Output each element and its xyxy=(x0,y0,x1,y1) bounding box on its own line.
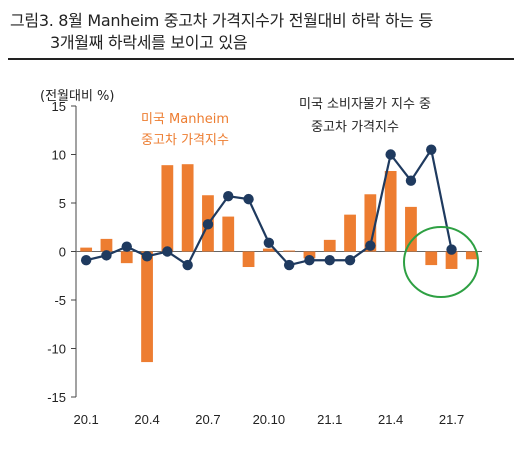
cpi-data-point xyxy=(202,219,214,230)
cpi-data-point xyxy=(304,255,315,266)
bar xyxy=(323,239,336,252)
y-tick-label: -15 xyxy=(47,390,66,405)
cpi-series-label-line1: 미국 소비자물가 지수 중 xyxy=(299,97,431,112)
cpi-data-point xyxy=(405,175,417,186)
chart-title: 그림3. 8월 Manheim 중고차 가격지수가 전월대비 하락 하는 등 3… xyxy=(10,10,433,54)
highlight-circle xyxy=(403,226,479,298)
bar xyxy=(465,251,478,260)
title-line-2: 3개월째 하락세를 보이고 있음 xyxy=(50,33,248,52)
y-tick-label: 5 xyxy=(59,196,66,211)
bar xyxy=(303,251,316,259)
bar xyxy=(100,238,113,252)
bar xyxy=(262,248,275,252)
x-tick-label: 20.10 xyxy=(253,412,286,427)
cpi-data-point xyxy=(121,241,132,252)
cpi-data-point xyxy=(101,250,112,261)
bar xyxy=(384,170,397,252)
x-tick-label: 21.4 xyxy=(378,412,403,427)
y-tick-label: 0 xyxy=(59,245,66,260)
x-tick-label: 21.7 xyxy=(439,412,464,427)
x-tick-label: 20.4 xyxy=(134,412,159,427)
x-tick-label: 21.1 xyxy=(317,412,342,427)
bar xyxy=(80,247,93,252)
cpi-series-label-line2: 중고차 가격지수 xyxy=(311,120,399,135)
x-tick-label: 20.1 xyxy=(73,412,98,427)
bar xyxy=(425,251,438,266)
manheim-series-label-line2: 중고차 가격지수 xyxy=(141,133,229,148)
cpi-data-point xyxy=(162,246,173,257)
title-line-1: 그림3. 8월 Manheim 중고차 가격지수가 전월대비 하락 하는 등 xyxy=(10,11,433,30)
cpi-data-point xyxy=(223,191,234,202)
x-tick-label: 20.7 xyxy=(195,412,220,427)
y-tick-label: -10 xyxy=(47,342,66,357)
bar xyxy=(181,164,194,252)
y-tick-label: 10 xyxy=(52,148,66,163)
cpi-data-point xyxy=(141,251,153,262)
bar xyxy=(405,206,417,252)
manheim-series-label-line1: 미국 Manheim xyxy=(141,112,229,127)
bar xyxy=(222,216,235,252)
cpi-data-point xyxy=(182,259,193,271)
cpi-data-point xyxy=(324,255,335,266)
cpi-data-point xyxy=(283,259,295,271)
y-tick-label: -5 xyxy=(54,293,66,308)
bar xyxy=(283,250,296,252)
bar xyxy=(141,251,153,363)
bar xyxy=(242,251,255,268)
bar xyxy=(120,251,133,264)
cpi-data-point xyxy=(243,193,254,205)
y-axis-label: (전월대비 %) xyxy=(40,89,114,104)
cpi-data-point xyxy=(263,237,275,248)
cpi-data-point xyxy=(344,255,356,266)
bar xyxy=(161,165,174,252)
cpi-data-point xyxy=(80,255,92,266)
y-tick-label: 15 xyxy=(52,99,66,114)
bar xyxy=(344,214,356,252)
bar xyxy=(364,194,377,252)
cpi-data-point xyxy=(365,240,376,251)
bar xyxy=(445,251,458,269)
cpi-data-point xyxy=(426,144,437,155)
cpi-data-point xyxy=(446,244,457,255)
title-divider xyxy=(8,58,514,60)
cpi-data-point xyxy=(385,149,396,160)
